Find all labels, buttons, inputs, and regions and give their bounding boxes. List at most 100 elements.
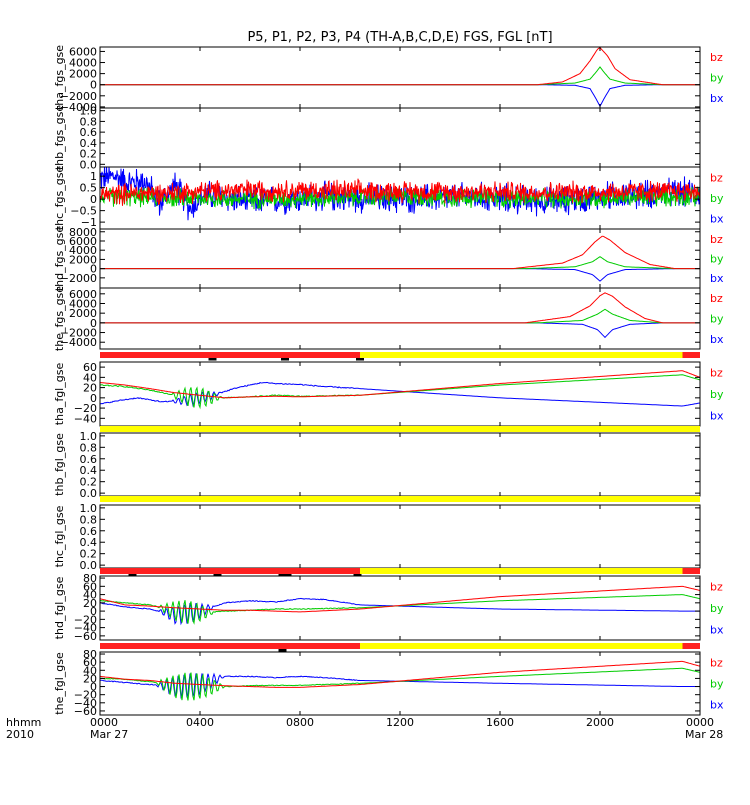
y-tick-label: 0.6: [80, 525, 98, 538]
y-tick-label: 0: [90, 263, 97, 276]
x-tick-label: 2000: [586, 716, 614, 729]
y-tick-label: 80: [83, 648, 97, 661]
legend-bz: bz: [710, 233, 723, 246]
y-tick-label: 0.8: [80, 441, 98, 454]
y-tick-label: 0.8: [80, 513, 98, 526]
x-tick-label: 0800: [286, 716, 314, 729]
y-tick-label: −0.5: [70, 205, 97, 218]
y-tick-label: 4000: [69, 297, 97, 310]
y-tick-label: 1.0: [80, 430, 98, 443]
y-axis-label: thd_fgl_gse: [53, 576, 66, 639]
y-axis-label: the_fgs_gse: [53, 286, 66, 351]
y-tick-label: 0.4: [80, 137, 98, 150]
panel-frame: [99, 287, 701, 350]
panel-data: [100, 292, 700, 339]
y-tick-label: 8000: [69, 226, 97, 239]
y-tick-label: 0.6: [80, 126, 98, 139]
legend-bx: bx: [710, 699, 724, 712]
y-tick-label: 4000: [69, 244, 97, 257]
status-bar-segment: [100, 352, 360, 358]
y-axis-label: thd_fgs_gse: [53, 226, 66, 292]
legend-by: by: [710, 313, 724, 326]
status-bar-segment: [360, 352, 683, 358]
y-tick-label: −1: [81, 216, 97, 229]
legend-by: by: [710, 602, 724, 615]
panel-data: [100, 585, 700, 626]
y-tick-label: −20: [74, 613, 97, 626]
status-bar-segment: [100, 643, 360, 649]
legend-by: by: [710, 72, 724, 85]
x-tick-date: Mar 28: [685, 728, 723, 741]
y-tick-label: 0.4: [80, 536, 98, 549]
y-tick-label: 0.4: [80, 464, 98, 477]
x-tick-label: 0000: [686, 716, 714, 729]
y-tick-label: 0: [90, 317, 97, 330]
legend-by: by: [710, 388, 724, 401]
y-tick-label: −40: [74, 622, 97, 635]
panel-thb_fgs_gse: 1.00.80.60.40.20.0 thb_fgs_gse: [53, 105, 701, 171]
panel-frame: [99, 228, 701, 289]
panel-data: [100, 660, 700, 701]
series-line-by: [100, 66, 700, 86]
series-line-bz: [100, 292, 700, 324]
status-bar-mark: [128, 574, 137, 577]
y-tick-label: 1: [90, 170, 97, 183]
y-tick-label: 0: [90, 392, 97, 405]
y-tick-label: 6000: [69, 288, 97, 301]
plot-title: P5, P1, P2, P3, P4 (TH-A,B,C,D,E) FGS, F…: [247, 30, 552, 45]
x-tick-label: 0400: [186, 716, 214, 729]
panel-data: [100, 235, 700, 282]
y-tick-label: 2000: [69, 68, 97, 81]
series-line-bx: [100, 381, 700, 408]
y-tick-label: 60: [83, 656, 97, 669]
legend-bx: bx: [710, 272, 724, 285]
status-bar-segment: [100, 426, 700, 432]
status-bar-mark: [353, 574, 362, 577]
y-tick-label: −40: [74, 412, 97, 425]
y-tick-label: 6000: [69, 235, 97, 248]
y-tick-label: 0.8: [80, 115, 98, 128]
legend-bx: bx: [710, 623, 724, 636]
series-line-by: [100, 308, 700, 324]
y-tick-label: 80: [83, 572, 97, 585]
legend-bx: bx: [710, 333, 724, 346]
y-tick-label: 0: [90, 605, 97, 618]
status-bar-segment: [682, 352, 700, 358]
legend-bx: bx: [710, 92, 724, 105]
series-line-by: [100, 256, 700, 270]
series-line-by: [100, 594, 700, 625]
legend-by: by: [710, 192, 724, 205]
status-bar-segment: [360, 643, 683, 649]
y-tick-label: 40: [83, 589, 97, 602]
legend-by: by: [710, 253, 724, 266]
y-tick-label: 0.2: [80, 148, 98, 161]
y-axis-label: tha_fgs_gse: [53, 45, 66, 110]
y-tick-label: 0.0: [80, 487, 98, 500]
status-bar-mark: [283, 574, 292, 577]
y-tick-label: 0.6: [80, 453, 98, 466]
status-bar-mark: [278, 574, 287, 577]
y-tick-label: 4000: [69, 57, 97, 70]
series-line-bz: [100, 660, 700, 688]
time-axis-label-year: 2010: [6, 728, 34, 741]
legend-by: by: [710, 678, 724, 691]
y-axis-label: thb_fgs_gse: [53, 105, 66, 171]
panel-data: [100, 370, 700, 410]
legend-bz: bz: [710, 51, 723, 64]
x-tick-label: 1200: [386, 716, 414, 729]
y-tick-label: −40: [74, 697, 97, 710]
legend-bx: bx: [710, 213, 724, 226]
status-bar-segment: [100, 568, 360, 574]
y-tick-label: 1.0: [80, 105, 98, 118]
series-line-bx: [100, 322, 700, 339]
panel-data: [100, 47, 700, 108]
panel-thb_fgl_gse: 1.00.80.60.40.20.0 thb_fgl_gse: [53, 426, 701, 500]
status-bar-mark: [356, 358, 364, 361]
status-bar-segment: [682, 643, 700, 649]
legend-bz: bz: [710, 292, 723, 305]
y-tick-label: 60: [83, 580, 97, 593]
time-axis-label-hhmm: hhmm: [6, 716, 41, 729]
y-tick-label: −2000: [60, 272, 97, 285]
